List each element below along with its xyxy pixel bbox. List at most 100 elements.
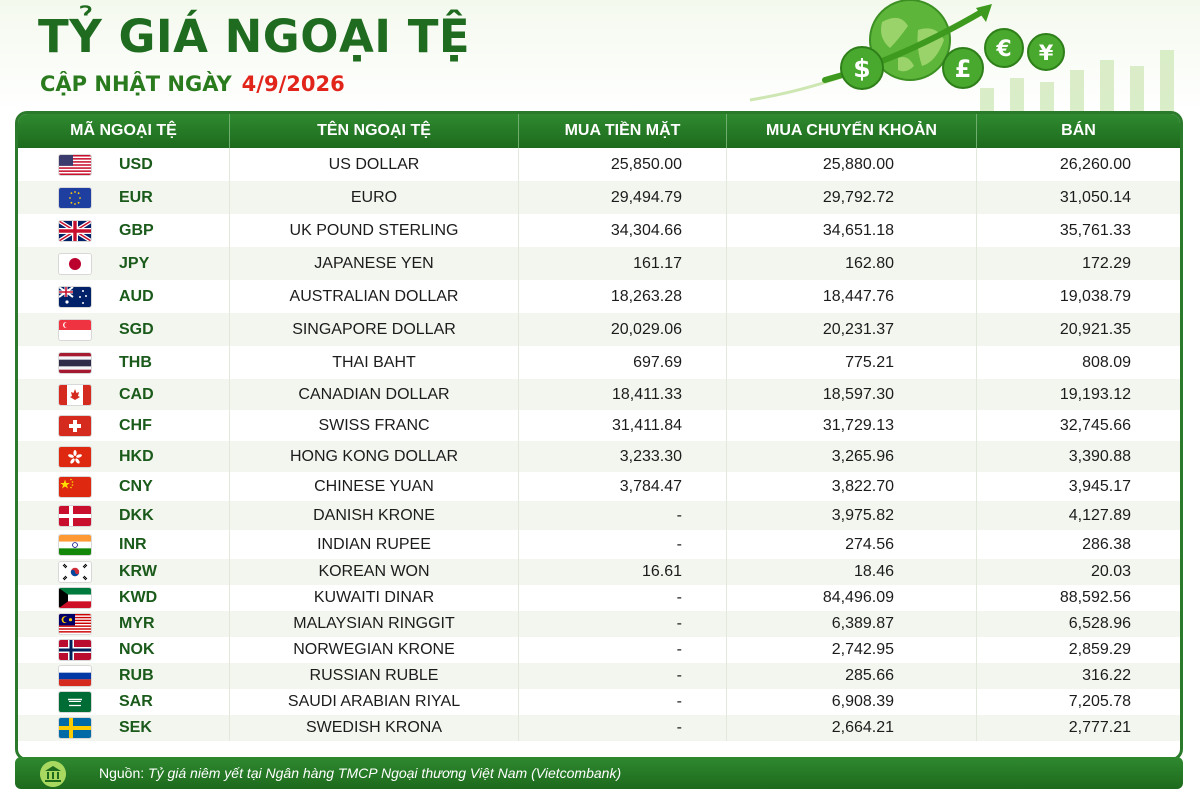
cash-buy-rate: 25,850.00 (518, 148, 727, 181)
table-row: KWD KUWAITI DINAR -84,496.09 88,592.56 (18, 585, 1180, 611)
transfer-buy-rate: 162.80 (726, 247, 977, 280)
table-row: MYR MALAYSIAN RINGGIT -6,389.87 6,528.96 (18, 611, 1180, 637)
euro-coin-icon: € (984, 28, 1024, 68)
currency-name: KOREAN WON (229, 559, 519, 585)
currency-name: EURO (229, 181, 519, 214)
currency-code: CNY (119, 477, 153, 495)
cash-buy-rate: - (518, 585, 727, 611)
currency-code-cell: NOK (18, 637, 230, 663)
table-row: CNY CHINESE YUAN 3,784.47 3,822.70 3,945.17 (18, 472, 1180, 501)
norway-flag-icon (59, 640, 91, 660)
currency-code-cell: SEK (18, 715, 230, 741)
cash-buy-rate: - (518, 501, 727, 530)
transfer-buy-rate: 775.21 (726, 346, 977, 379)
currency-code-cell: RUB (18, 663, 230, 689)
table-row: SGD SINGAPORE DOLLAR 20,029.06 20,231.37 20,… (18, 313, 1180, 346)
currency-name: CANADIAN DOLLAR (229, 379, 519, 410)
table-row: SEK SWEDISH KRONA -2,664.21 2,777.21 (18, 715, 1180, 741)
cash-buy-rate: 16.61 (518, 559, 727, 585)
table-header-row: MÃ NGOẠI TỆ TÊN NGOẠI TỆ MUA TIỀN MẶT MU… (18, 114, 1180, 148)
currency-code: SGD (119, 320, 154, 338)
transfer-buy-rate: 18,447.76 (726, 280, 977, 313)
transfer-buy-rate: 31,729.13 (726, 410, 977, 441)
currency-name: KUWAITI DINAR (229, 585, 519, 611)
table-row: RUB RUSSIAN RUBLE -285.66 316.22 (18, 663, 1180, 689)
malaysia-flag-icon (59, 614, 91, 634)
currency-code: HKD (119, 447, 154, 465)
currency-code: CHF (119, 416, 152, 434)
cash-buy-rate: - (518, 715, 727, 741)
currency-name: US DOLLAR (229, 148, 519, 181)
euro-symbol: € (995, 37, 1011, 62)
table-row: THB THAI BAHT 697.69 775.21 808.09 (18, 346, 1180, 379)
kuwait-flag-icon (59, 588, 91, 608)
pound-symbol: £ (955, 55, 972, 83)
col-header-code: MÃ NGOẠI TỆ (18, 114, 230, 148)
sell-rate: 172.29 (1082, 254, 1131, 272)
source-note: Nguồn: Tỷ giá niêm yết tại Ngân hàng TMC… (99, 765, 621, 781)
currency-code: RUB (119, 667, 154, 684)
currency-code-cell: CAD (18, 379, 230, 410)
hongkong-flag-icon (59, 446, 91, 467)
singapore-flag-icon (59, 319, 91, 340)
dollar-symbol: $ (853, 54, 870, 83)
cash-buy-rate: 31,411.84 (518, 410, 727, 441)
table-row: HKD HONG KONG DOLLAR 3,233.30 3,265.96 3,390… (18, 441, 1180, 472)
table-row: CAD CANADIAN DOLLAR 18,411.33 18,597.30 19,1… (18, 379, 1180, 410)
currency-code-cell: CNY (18, 472, 230, 501)
transfer-buy-rate: 2,664.21 (726, 715, 977, 741)
cash-buy-rate: - (518, 637, 727, 663)
currency-name: SINGAPORE DOLLAR (229, 313, 519, 346)
currency-code: CAD (119, 385, 154, 403)
transfer-buy-rate: 18,597.30 (726, 379, 977, 410)
transfer-buy-rate: 285.66 (726, 663, 977, 689)
yen-coin-icon: ¥ (1027, 33, 1065, 71)
currency-name: UK POUND STERLING (229, 214, 519, 247)
table-row: INR INDIAN RUPEE -274.56 286.38 (18, 530, 1180, 559)
table-row: USD US DOLLAR 25,850.00 25,880.00 26,260.00 (18, 148, 1180, 181)
uk-flag-icon (59, 220, 91, 241)
cash-buy-rate: - (518, 663, 727, 689)
currency-code: USD (119, 155, 153, 173)
currency-code-cell: MYR (18, 611, 230, 637)
currency-code: GBP (119, 221, 154, 239)
pound-coin-icon: £ (942, 47, 984, 89)
cash-buy-rate: 3,233.30 (518, 441, 727, 472)
currency-name: DANISH KRONE (229, 501, 519, 530)
currency-code-cell: INR (18, 530, 230, 559)
sell-rate: 3,390.88 (1068, 447, 1131, 465)
table-row: EUR EURO 29,494.79 29,792.72 31,050.14 (18, 181, 1180, 214)
thailand-flag-icon (59, 352, 91, 373)
table-row: NOK NORWEGIAN KRONE -2,742.95 2,859.29 (18, 637, 1180, 663)
currency-name: CHINESE YUAN (229, 472, 519, 501)
currency-code: NOK (119, 641, 155, 658)
currency-code-cell: USD (18, 148, 230, 181)
currency-name: AUSTRALIAN DOLLAR (229, 280, 519, 313)
cash-buy-rate: 3,784.47 (518, 472, 727, 501)
sell-rate: 3,945.17 (1068, 477, 1131, 495)
transfer-buy-rate: 18.46 (726, 559, 977, 585)
korea-flag-icon (59, 562, 91, 582)
transfer-buy-rate: 3,822.70 (726, 472, 977, 501)
currency-code-cell: EUR (18, 181, 230, 214)
transfer-buy-rate: 6,389.87 (726, 611, 977, 637)
cash-buy-rate: - (518, 530, 727, 559)
cash-buy-rate: - (518, 611, 727, 637)
currency-code: KWD (119, 589, 158, 606)
sweden-flag-icon (59, 718, 91, 738)
sell-rate: 6,528.96 (1068, 615, 1131, 632)
bar-chart-graphic (980, 50, 1174, 112)
currency-code-cell: KWD (18, 585, 230, 611)
currency-code: SEK (119, 719, 152, 736)
cash-buy-rate: 34,304.66 (518, 214, 727, 247)
china-flag-icon (59, 476, 91, 497)
currency-name: SWISS FRANC (229, 410, 519, 441)
source-label: Nguồn: (99, 765, 145, 781)
col-header-transfer-buy: MUA CHUYỂN KHOẢN (726, 114, 977, 148)
currency-code-cell: JPY (18, 247, 230, 280)
sell-rate: 808.09 (1082, 353, 1131, 371)
cash-buy-rate: - (518, 689, 727, 715)
currency-name: RUSSIAN RUBLE (229, 663, 519, 689)
sell-rate: 20.03 (1090, 563, 1131, 580)
source-text: Tỷ giá niêm yết tại Ngân hàng TMCP Ngoại… (148, 765, 622, 781)
